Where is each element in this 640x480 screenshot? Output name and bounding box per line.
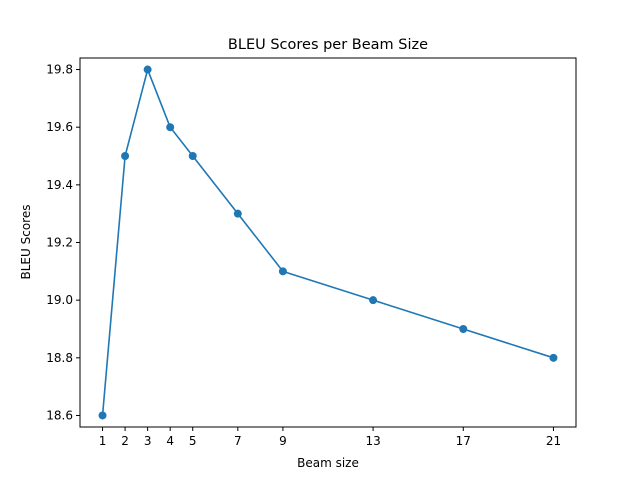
data-point	[121, 152, 130, 161]
data-point	[98, 411, 107, 420]
y-tick-label: 19.4	[46, 178, 73, 192]
data-point	[166, 123, 175, 132]
series-layer	[98, 65, 558, 420]
data-point	[233, 209, 242, 218]
y-tick-label: 19.0	[46, 293, 73, 307]
data-point	[278, 267, 287, 276]
x-tick-label: 5	[189, 434, 197, 448]
y-axis-label: BLEU Scores	[19, 205, 33, 280]
x-tick-label: 3	[144, 434, 152, 448]
x-tick-label: 21	[546, 434, 561, 448]
data-point	[549, 353, 558, 362]
data-point	[459, 324, 468, 333]
data-point	[188, 152, 197, 161]
x-tick-label: 1	[99, 434, 107, 448]
x-tick-label: 2	[121, 434, 129, 448]
series-line	[101, 68, 554, 416]
y-tick-label: 18.6	[46, 408, 73, 422]
y-tick-label: 19.2	[46, 236, 73, 250]
data-point	[143, 65, 152, 74]
data-point	[369, 296, 378, 305]
x-tick-label: 9	[279, 434, 287, 448]
x-tick-label: 17	[456, 434, 471, 448]
y-tick-label: 19.8	[46, 63, 73, 77]
x-axis-ticks: 1 2 3 4 5 7 9 13 17 21	[99, 427, 561, 448]
x-tick-label: 7	[234, 434, 242, 448]
x-tick-label: 13	[365, 434, 380, 448]
plot-area: 1 2 3 4 5 7 9 13 17 21 18.6 18.8 19.0 19.2 19.4 19.6 19…	[46, 57, 577, 448]
y-tick-label: 19.6	[46, 120, 73, 134]
x-tick-label: 4	[166, 434, 174, 448]
y-tick-label: 18.8	[46, 351, 73, 365]
chart-title: BLEU Scores per Beam Size	[228, 37, 428, 53]
y-axis-ticks: 18.6 18.8 19.0 19.2 19.4 19.6 19.8	[46, 63, 80, 422]
x-axis-label: Beam size	[297, 456, 359, 470]
